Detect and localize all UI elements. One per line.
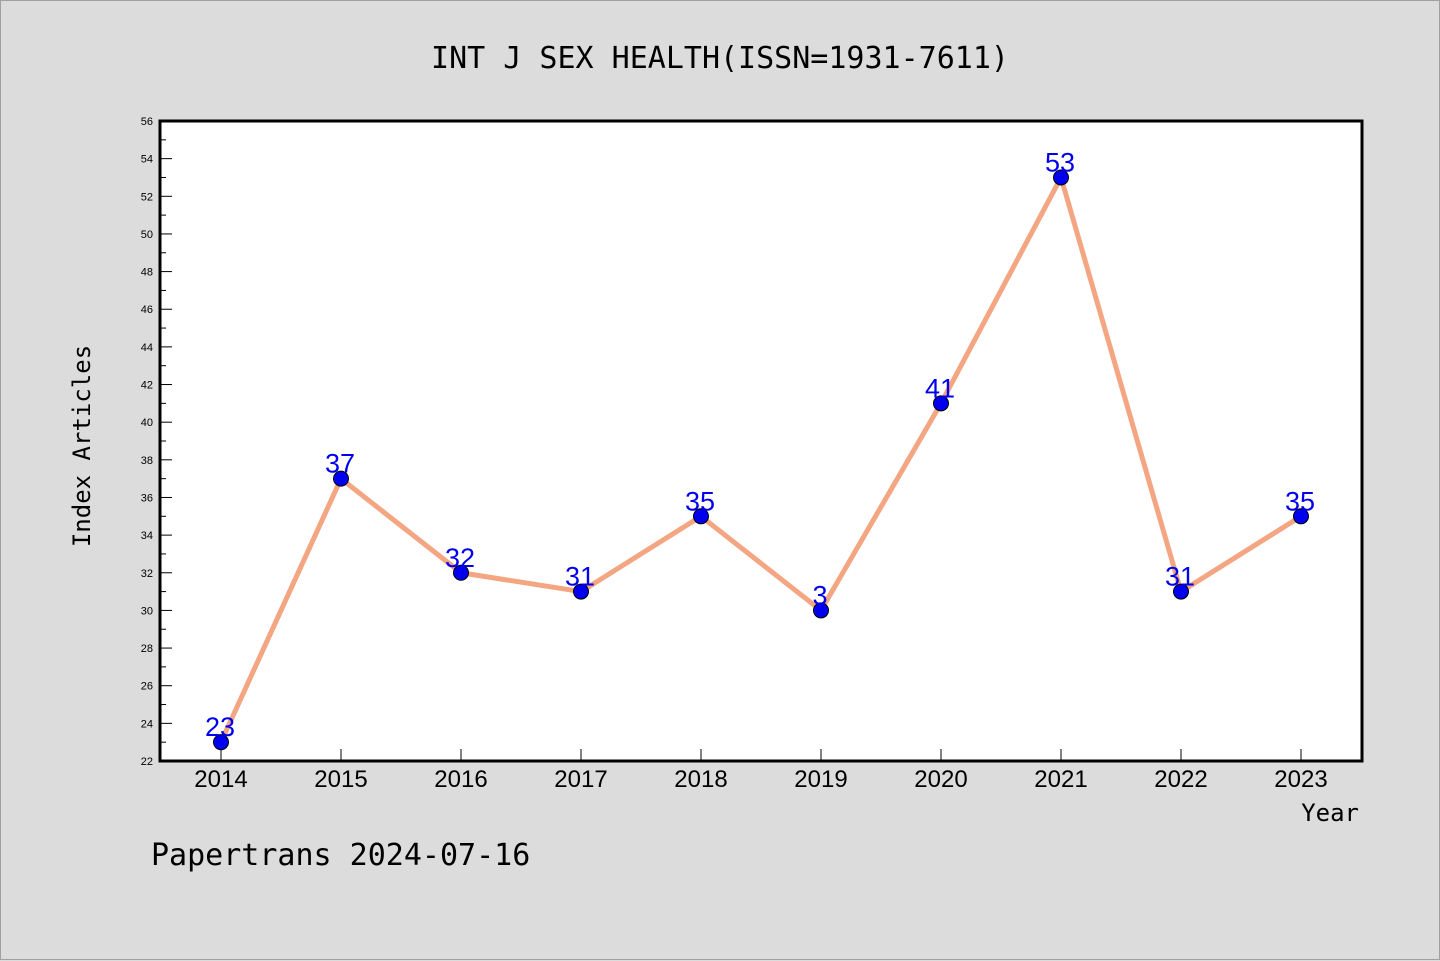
y-tick-label: 26	[141, 681, 153, 693]
data-point	[813, 602, 829, 619]
data-point	[333, 470, 349, 487]
data-point	[693, 508, 709, 525]
y-tick-label: 34	[141, 530, 153, 542]
y-tick-label: 36	[141, 492, 153, 504]
x-tick-label: 2016	[434, 766, 487, 793]
data-label: 31	[1165, 562, 1195, 592]
x-tick-label: 2020	[914, 766, 967, 793]
x-tick-label: 2023	[1274, 766, 1327, 793]
y-tick-label: 48	[141, 267, 153, 279]
y-tick-label: 22	[141, 756, 153, 768]
y-tick-label: 28	[141, 643, 153, 655]
y-tick-label: 56	[141, 116, 153, 128]
x-tick-label: 2021	[1034, 766, 1087, 793]
x-tick-label: 2019	[794, 766, 847, 793]
x-axis: 2014 2015 2016 2017 2018 2019 2020 2021 2022 2023	[194, 749, 1328, 793]
data-point	[573, 583, 589, 600]
data-point	[933, 395, 949, 412]
plot-area	[158, 119, 1364, 763]
data-label: 23	[205, 712, 235, 742]
data-label: 32	[445, 543, 475, 573]
footer-watermark: Papertrans 2024-07-16	[151, 838, 530, 873]
y-tick-label: 46	[141, 304, 153, 316]
chart-title: INT J SEX HEALTH(ISSN=1931-7611)	[431, 41, 1009, 76]
data-point	[1053, 169, 1069, 186]
data-label: 41	[925, 373, 955, 403]
data-point	[1293, 508, 1309, 525]
y-tick-label: 50	[141, 229, 153, 241]
data-label: 3	[812, 580, 827, 610]
y-axis: 22 24 26 28 30 32 34 36 38 40 42 44 46 48 50 52 54 56	[141, 116, 172, 768]
data-label: 35	[1285, 486, 1315, 516]
data-label: 53	[1045, 147, 1075, 177]
data-label: 31	[565, 562, 595, 592]
y-tick-label: 30	[141, 605, 153, 617]
x-axis-label: Year	[1301, 799, 1359, 827]
y-tick-label: 32	[141, 568, 153, 580]
x-tick-label: 2015	[314, 766, 367, 793]
y-tick-label: 38	[141, 455, 153, 467]
x-tick-label: 2022	[1154, 766, 1207, 793]
data-label: 35	[685, 486, 715, 516]
y-tick-label: 52	[141, 191, 153, 203]
x-tick-label: 2017	[554, 766, 607, 793]
y-tick-label: 40	[141, 417, 153, 429]
y-tick-label: 44	[141, 342, 153, 354]
data-point	[1173, 583, 1189, 600]
data-point	[213, 734, 229, 751]
y-tick-label: 24	[141, 718, 153, 730]
series-line	[218, 174, 1304, 745]
x-tick-label: 2018	[674, 766, 727, 793]
data-label: 37	[325, 449, 355, 479]
y-tick-label: 42	[141, 380, 153, 392]
data-point	[453, 564, 469, 581]
series-group: 23 37 32 31 35 3 41 53 31 35	[205, 147, 1315, 751]
y-tick-label: 54	[141, 154, 153, 166]
y-axis-label: Index Articles	[68, 345, 96, 547]
x-tick-label: 2014	[194, 766, 247, 793]
